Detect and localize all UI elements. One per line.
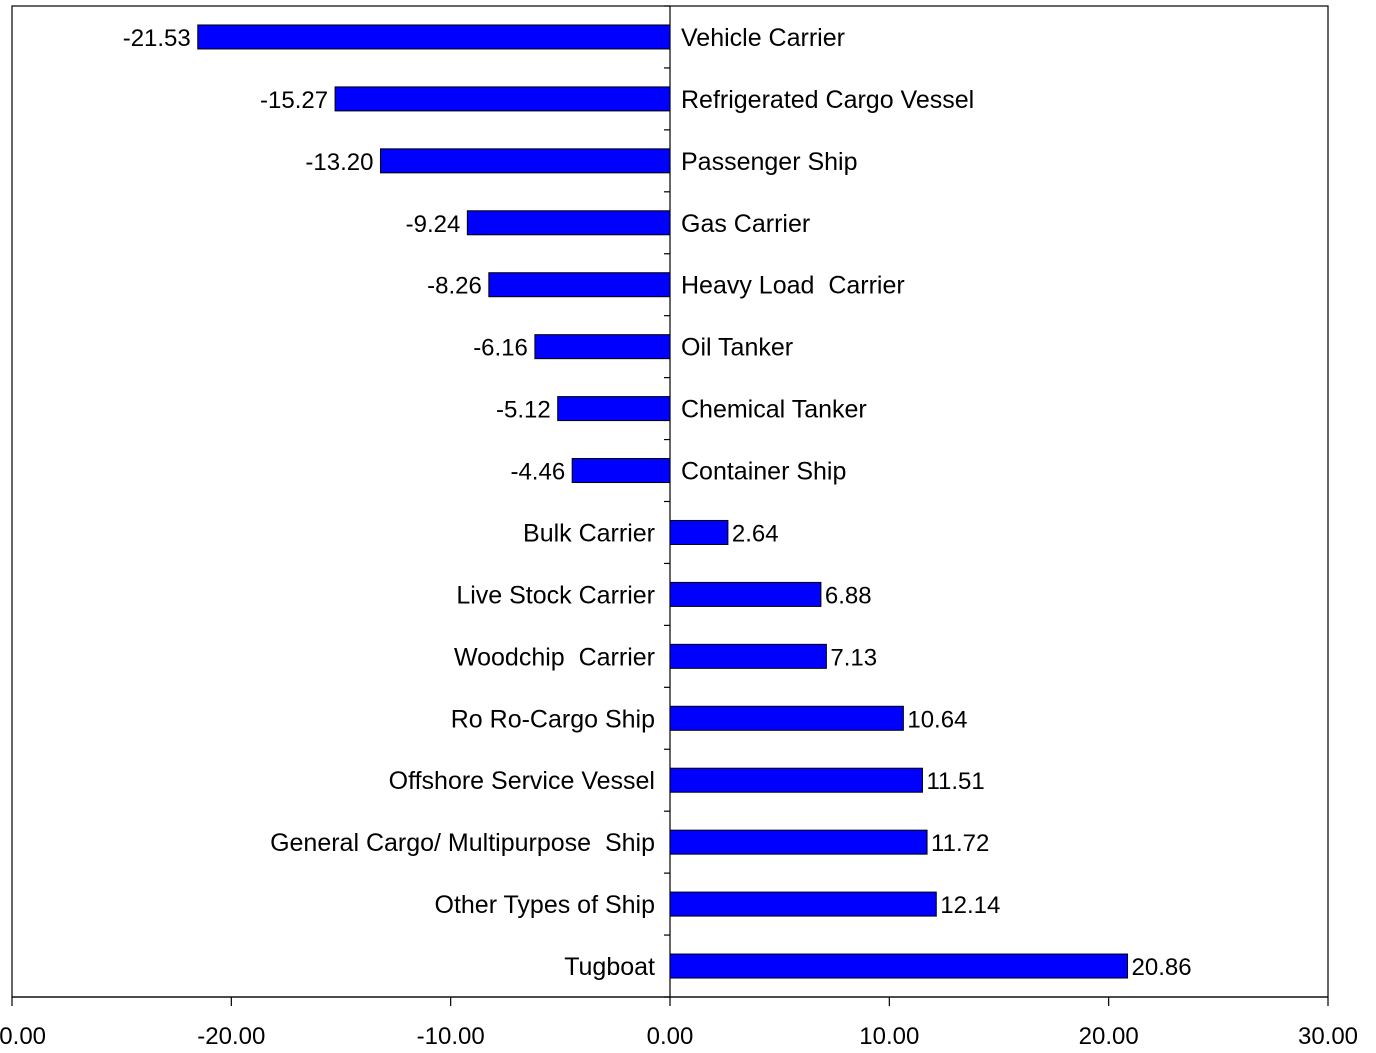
data-label: -5.12 bbox=[496, 397, 551, 424]
bar bbox=[669, 581, 822, 607]
data-label: -4.46 bbox=[510, 459, 565, 486]
category-label: Offshore Service Vessel bbox=[389, 767, 655, 795]
category-label: Vehicle Carrier bbox=[681, 24, 845, 52]
category-label: Tugboat bbox=[564, 953, 655, 981]
category-label: Ro Ro-Cargo Ship bbox=[451, 705, 655, 733]
x-tick-label: 10.00 bbox=[859, 1023, 919, 1050]
bar bbox=[669, 953, 1129, 979]
bar bbox=[557, 396, 671, 422]
x-tick-label: -20.00 bbox=[197, 1023, 265, 1050]
data-label: 7.13 bbox=[830, 644, 877, 671]
data-label: 2.64 bbox=[732, 520, 779, 547]
data-label: -9.24 bbox=[406, 211, 461, 238]
data-label: -13.20 bbox=[305, 149, 373, 176]
category-label: Other Types of Ship bbox=[435, 891, 656, 919]
bar bbox=[334, 86, 671, 112]
category-label: Chemical Tanker bbox=[681, 396, 867, 424]
data-label: 6.88 bbox=[825, 582, 872, 609]
data-label: 11.51 bbox=[926, 768, 984, 795]
category-label: Container Ship bbox=[681, 458, 846, 486]
data-label: 20.86 bbox=[1132, 954, 1192, 981]
bar bbox=[669, 519, 729, 545]
bar bbox=[669, 891, 937, 917]
data-label: -8.26 bbox=[427, 273, 482, 300]
data-label: -6.16 bbox=[473, 335, 528, 362]
category-label: Oil Tanker bbox=[681, 334, 793, 362]
bar bbox=[488, 272, 671, 298]
bar bbox=[466, 210, 671, 236]
data-label: 10.64 bbox=[907, 706, 967, 733]
bar bbox=[669, 829, 928, 855]
x-tick-label: 0.00 bbox=[647, 1023, 694, 1050]
x-tick-label: 20.00 bbox=[1079, 1023, 1139, 1050]
category-label: Live Stock Carrier bbox=[456, 581, 655, 609]
data-label: -21.53 bbox=[123, 25, 191, 52]
category-label: General Cargo/ Multipurpose Ship bbox=[270, 829, 655, 857]
axis-ticks: -30.00 -20.00 -10.00 0.00 10.00 20.00 30.00 bbox=[0, 5, 1358, 1050]
category-label: Bulk Carrier bbox=[523, 519, 655, 547]
data-label: 12.14 bbox=[940, 892, 1000, 919]
category-label: Woodchip Carrier bbox=[454, 643, 655, 671]
bar bbox=[197, 24, 671, 50]
data-label: -15.27 bbox=[260, 87, 328, 114]
bars bbox=[197, 24, 1129, 979]
x-tick-label: -30.00 bbox=[0, 1023, 46, 1050]
bar bbox=[534, 334, 671, 360]
data-label: 11.72 bbox=[931, 830, 989, 857]
category-label: Passenger Ship bbox=[681, 148, 858, 176]
labels: -21.53 Vehicle Carrier -15.27 Refrigerated … bbox=[123, 24, 1192, 981]
bar bbox=[669, 767, 923, 793]
x-tick-label: -10.00 bbox=[417, 1023, 485, 1050]
category-label: Gas Carrier bbox=[681, 210, 810, 238]
category-label: Refrigerated Cargo Vessel bbox=[681, 86, 974, 114]
bar bbox=[571, 458, 671, 484]
x-tick-label: 30.00 bbox=[1298, 1023, 1358, 1050]
category-label: Heavy Load Carrier bbox=[681, 272, 905, 300]
bar bbox=[379, 148, 671, 174]
bar bbox=[669, 643, 827, 669]
bar bbox=[669, 705, 904, 731]
